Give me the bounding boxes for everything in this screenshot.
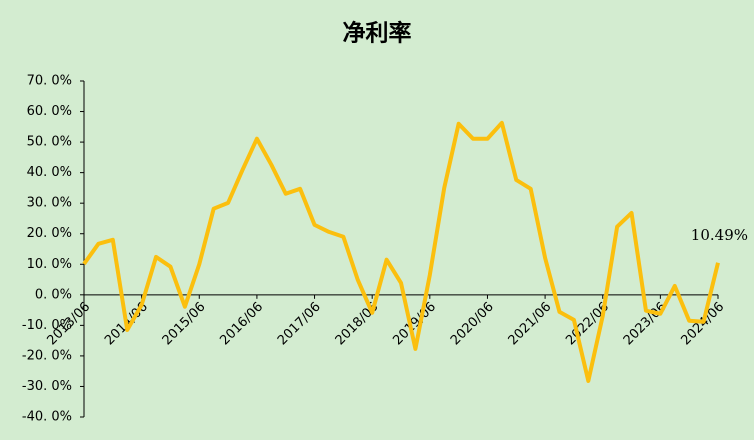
y-tick-label: 0. 0% xyxy=(35,287,72,302)
y-tick-label: -40. 0% xyxy=(22,410,72,425)
line-series xyxy=(82,120,720,383)
chart-title: 净利率 xyxy=(343,20,412,47)
x-tick-label: 2021/06 xyxy=(506,300,555,349)
y-tick-label: 10. 0% xyxy=(27,257,72,272)
y-tick-label: 30. 0% xyxy=(27,196,72,211)
y-tick-label: 40. 0% xyxy=(27,165,72,180)
x-tick-label: 2016/06 xyxy=(217,300,266,349)
y-tick-label: 70. 0% xyxy=(27,74,72,89)
y-tick-label: 60. 0% xyxy=(27,104,72,119)
x-tick-label: 2020/06 xyxy=(448,300,497,349)
y-tick-label: 20. 0% xyxy=(27,226,72,241)
y-tick-label: 50. 0% xyxy=(27,135,72,150)
data-label: 10.49% xyxy=(691,226,748,244)
y-tick-label: -20. 0% xyxy=(22,348,72,363)
x-tick-label: 2024/06 xyxy=(679,300,728,349)
y-tick-label: -30. 0% xyxy=(22,379,72,394)
x-tick-label: 2017/06 xyxy=(275,300,324,349)
y-tick-label: -10. 0% xyxy=(22,318,72,333)
